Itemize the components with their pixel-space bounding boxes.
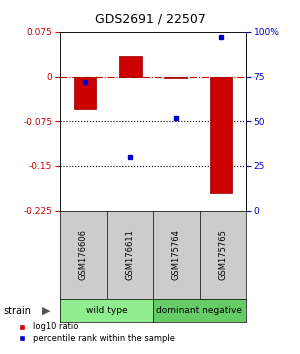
Text: GSM175764: GSM175764 xyxy=(172,229,181,280)
Text: wild type: wild type xyxy=(86,306,127,315)
Text: ▶: ▶ xyxy=(42,306,51,316)
Text: GSM176606: GSM176606 xyxy=(79,229,88,280)
Text: GDS2691 / 22507: GDS2691 / 22507 xyxy=(94,12,206,25)
Text: GSM175765: GSM175765 xyxy=(218,229,227,280)
Bar xyxy=(210,76,232,193)
Bar xyxy=(74,76,96,109)
Text: GSM176611: GSM176611 xyxy=(125,229,134,280)
Text: dominant negative: dominant negative xyxy=(157,306,242,315)
Legend: log10 ratio, percentile rank within the sample: log10 ratio, percentile rank within the … xyxy=(10,319,178,346)
Bar xyxy=(119,56,142,76)
Bar xyxy=(164,76,187,78)
Text: strain: strain xyxy=(3,306,31,316)
